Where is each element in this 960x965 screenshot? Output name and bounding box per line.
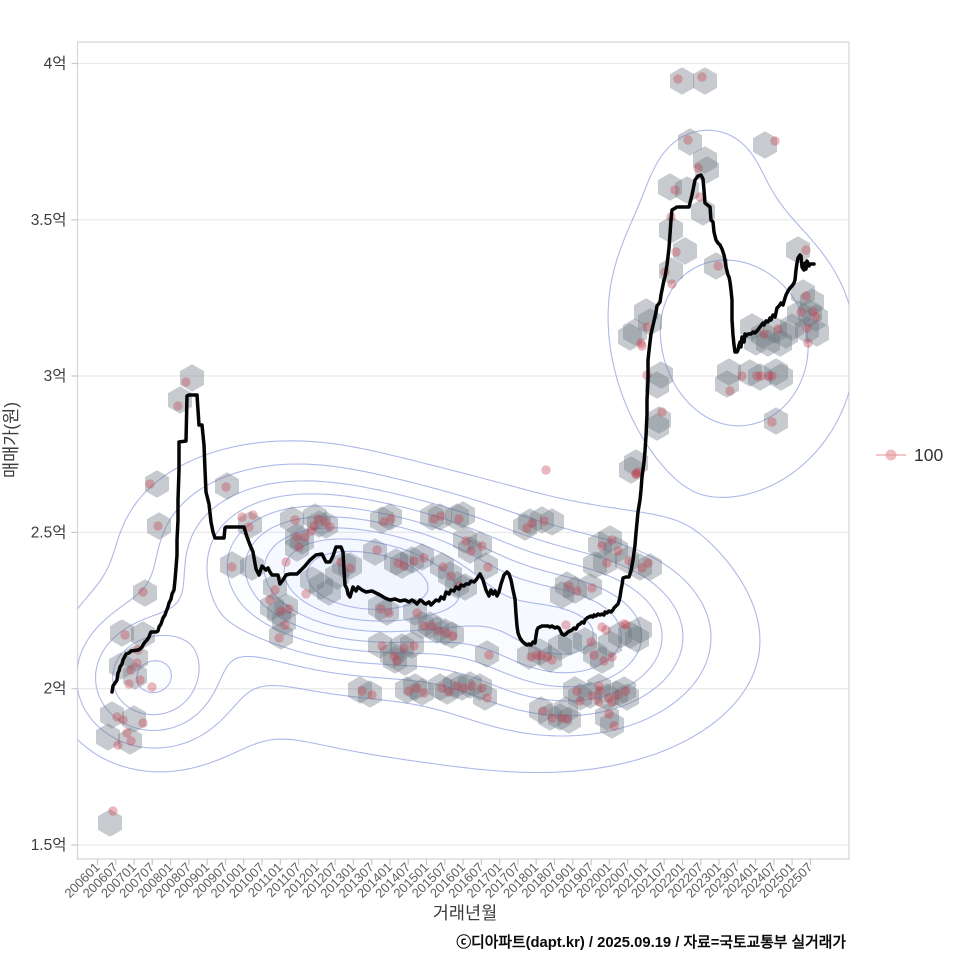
svg-text:매매가(원): 매매가(원) [1,402,21,478]
svg-text:거래년월: 거래년월 [433,903,497,923]
svg-text:4억: 4억 [44,55,67,73]
svg-text:2억: 2억 [44,680,67,698]
svg-text:2.5억: 2.5억 [31,523,67,541]
svg-text:100: 100 [914,445,943,465]
svg-text:ⓒ디아파트(dapt.kr) / 2025.09.19 /: ⓒ디아파트(dapt.kr) / 2025.09.19 / 자료=국토교통부 실… [456,933,846,951]
svg-text:1.5억: 1.5억 [31,836,67,854]
svg-text:3억: 3억 [44,367,67,385]
svg-text:3.5억: 3.5억 [31,211,67,229]
